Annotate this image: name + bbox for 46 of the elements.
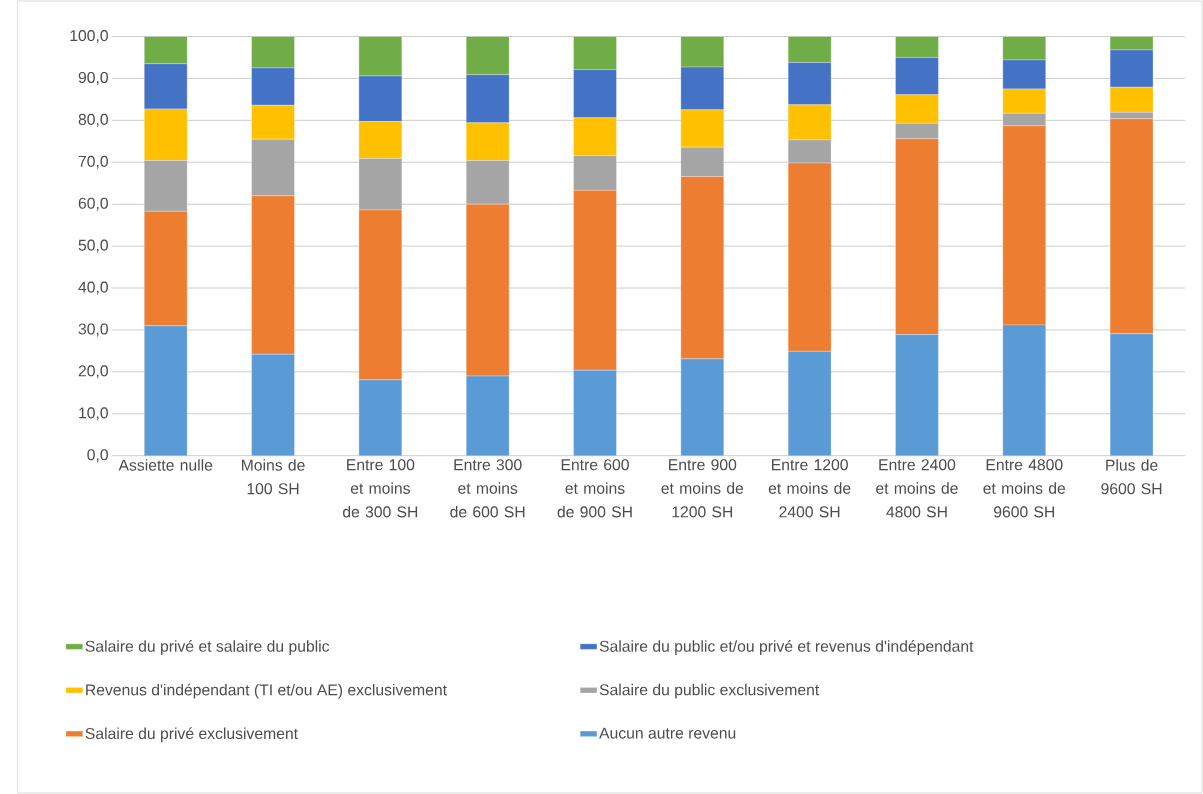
y-tick-label: 40,0: [78, 281, 108, 295]
legend-label: Salaire du privé exclusivement: [85, 727, 298, 743]
y-tick-label: 20,0: [78, 365, 108, 379]
y-tick-label: 90,0: [78, 71, 108, 85]
y-tick-label: 10,0: [79, 407, 108, 421]
bar: [573, 370, 617, 456]
x-tick-label: Entre 2400 et moins de 4800 SH: [876, 459, 958, 518]
bar: [144, 36, 188, 64]
bar: [573, 36, 617, 70]
x-tick-label: Entre 100 et moins de 300 SH: [343, 459, 418, 518]
y-tick-label: 60,0: [78, 197, 108, 211]
y-tick-label: 50,0: [78, 239, 108, 253]
x-tick-label: Entre 900 et moins de 1200 SH: [661, 459, 744, 518]
bar: [358, 379, 402, 456]
bar: [358, 36, 402, 77]
legend-label: Salaire du public exclusivement: [599, 683, 820, 699]
x-tick-label: Moins de 100 SH: [242, 459, 305, 495]
bar: [680, 36, 724, 68]
x-tick-label: Entre 300 et moins de 600 SH: [450, 459, 525, 518]
bar: [680, 358, 724, 456]
y-tick-label: 100,0: [70, 29, 108, 43]
x-tick-label: Assiette nulle: [118, 459, 213, 471]
bar: [251, 354, 295, 456]
legend-label: Revenus d'indépendant (TI et/ou AE) exclusivement: [86, 683, 447, 699]
y-tick-label: 0,0: [87, 449, 108, 463]
y-tick-label: 80,0: [78, 113, 108, 127]
y-tick-label: 30,0: [78, 323, 108, 337]
x-tick-label: Entre 600 et moins de 900 SH: [557, 459, 632, 518]
legend-label: Salaire du privé et salaire du public: [85, 640, 330, 655]
bar: [788, 351, 832, 456]
bar: [788, 36, 832, 63]
bar: [895, 36, 939, 58]
bar: [1109, 333, 1154, 456]
bar: [1002, 36, 1046, 61]
legend-label: Salaire du public et/ou privé et revenus d'indépendant: [599, 640, 974, 655]
bar: [251, 36, 295, 69]
x-tick-label: Entre 1200 et moins de 2400 SH: [768, 459, 851, 518]
x-tick-label: Entre 4800 et moins de 9600 SH: [983, 459, 1066, 518]
bar: [1002, 324, 1046, 456]
y-tick-label: 70,0: [78, 155, 108, 169]
x-tick-label: Plus de 9600 SH: [1101, 459, 1162, 495]
legend-label: Aucun autre revenu: [599, 727, 736, 739]
bar: [895, 334, 939, 456]
bar: [466, 36, 510, 75]
bar: [144, 325, 188, 456]
bar: [466, 375, 510, 456]
